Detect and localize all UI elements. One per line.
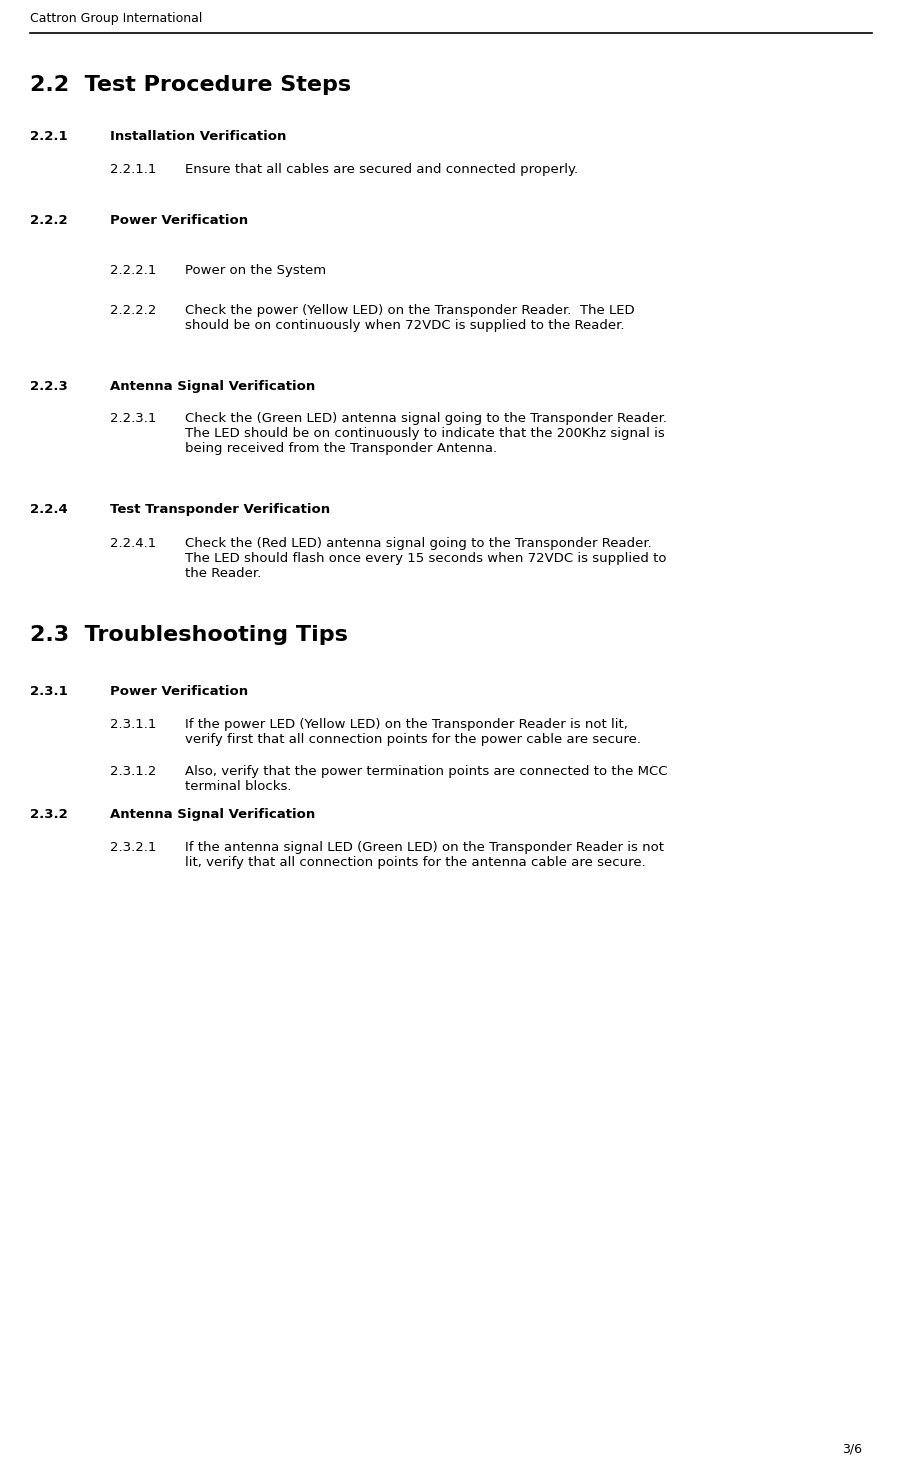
Text: Antenna Signal Verification: Antenna Signal Verification: [110, 380, 315, 393]
Text: 2.3.2.1: 2.3.2.1: [110, 841, 157, 854]
Text: 2.2.3: 2.2.3: [30, 380, 68, 393]
Text: 2.2.3.1: 2.2.3.1: [110, 412, 157, 426]
Text: 2.3.1: 2.3.1: [30, 684, 68, 698]
Text: 2.2.2.2: 2.2.2.2: [110, 304, 157, 316]
Text: 3/6: 3/6: [842, 1443, 862, 1454]
Text: Installation Verification: Installation Verification: [110, 130, 287, 143]
Text: 2.2.2: 2.2.2: [30, 214, 68, 228]
Text: 2.2.4.1: 2.2.4.1: [110, 537, 156, 550]
Text: 2.3.1.2: 2.3.1.2: [110, 766, 157, 777]
Text: Check the (Red LED) antenna signal going to the Transponder Reader.
The LED shou: Check the (Red LED) antenna signal going…: [185, 537, 667, 579]
Text: Power Verification: Power Verification: [110, 214, 248, 228]
Text: 2.2.1: 2.2.1: [30, 130, 68, 143]
Text: 2.3.1.1: 2.3.1.1: [110, 718, 157, 732]
Text: If the power LED (Yellow LED) on the Transponder Reader is not lit,
verify first: If the power LED (Yellow LED) on the Tra…: [185, 718, 641, 746]
Text: 2.2.1.1: 2.2.1.1: [110, 163, 157, 176]
Text: Ensure that all cables are secured and connected properly.: Ensure that all cables are secured and c…: [185, 163, 578, 176]
Text: Antenna Signal Verification: Antenna Signal Verification: [110, 808, 315, 820]
Text: Cattron Group International: Cattron Group International: [30, 12, 203, 25]
Text: Check the (Green LED) antenna signal going to the Transponder Reader.
The LED sh: Check the (Green LED) antenna signal goi…: [185, 412, 667, 455]
Text: 2.2  Test Procedure Steps: 2.2 Test Procedure Steps: [30, 75, 351, 95]
Text: 2.3.2: 2.3.2: [30, 808, 68, 820]
Text: Power on the System: Power on the System: [185, 265, 326, 276]
Text: If the antenna signal LED (Green LED) on the Transponder Reader is not
lit, veri: If the antenna signal LED (Green LED) on…: [185, 841, 664, 869]
Text: 2.2.4: 2.2.4: [30, 503, 68, 516]
Text: Check the power (Yellow LED) on the Transponder Reader.  The LED
should be on co: Check the power (Yellow LED) on the Tran…: [185, 304, 634, 333]
Text: Test Transponder Verification: Test Transponder Verification: [110, 503, 330, 516]
Text: Also, verify that the power termination points are connected to the MCC
terminal: Also, verify that the power termination …: [185, 766, 668, 794]
Text: Power Verification: Power Verification: [110, 684, 248, 698]
Text: 2.3  Troubleshooting Tips: 2.3 Troubleshooting Tips: [30, 625, 348, 644]
Text: 2.2.2.1: 2.2.2.1: [110, 265, 157, 276]
